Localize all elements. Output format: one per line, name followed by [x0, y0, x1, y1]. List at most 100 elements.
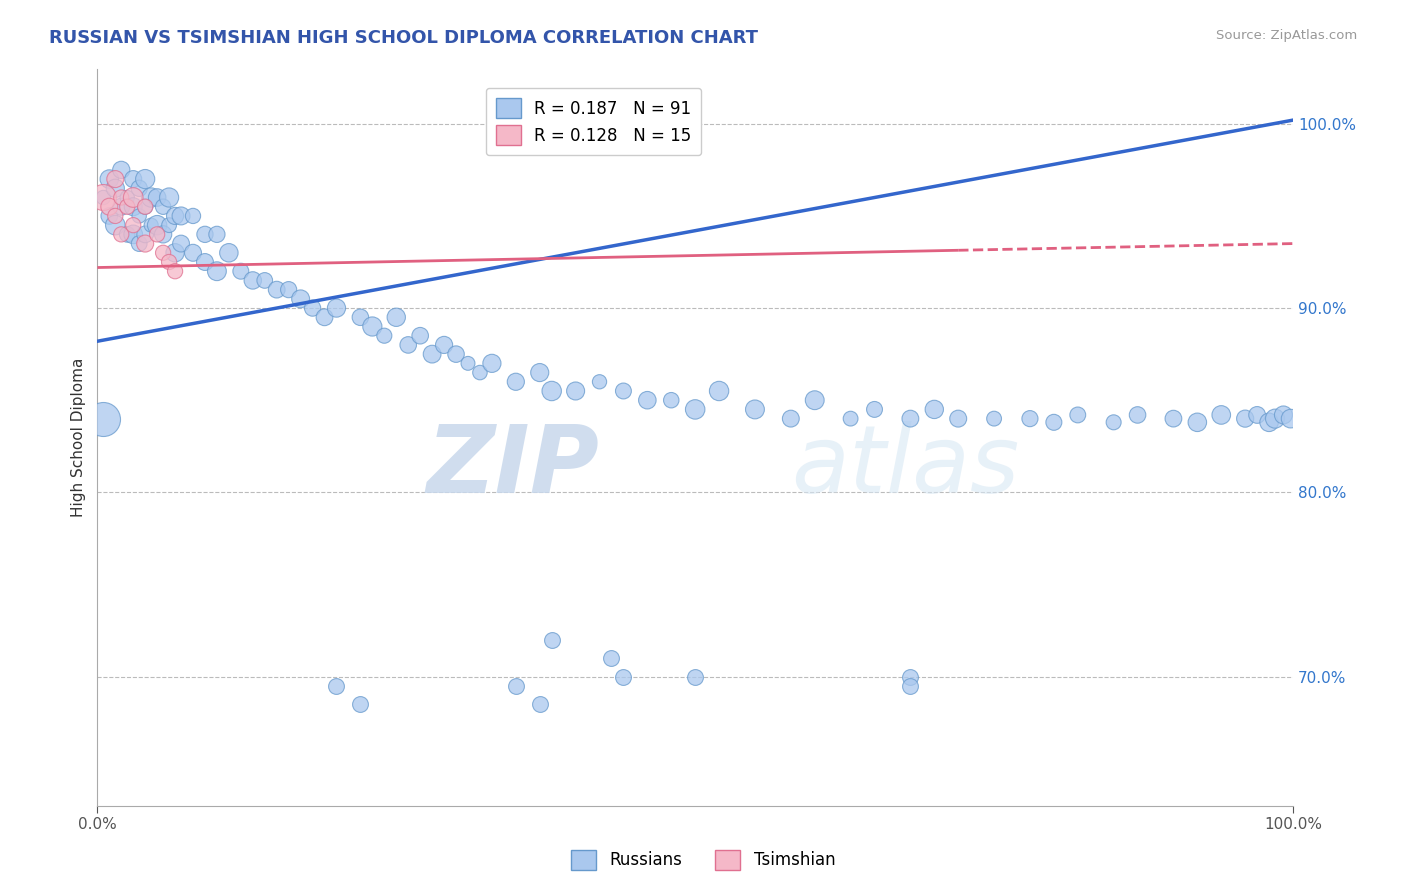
- Point: [110, 162, 132, 177]
- Point: [122, 172, 145, 186]
- Point: [444, 347, 467, 361]
- Point: [1019, 411, 1042, 425]
- Point: [1126, 408, 1149, 422]
- Point: [898, 670, 921, 684]
- Point: [122, 200, 145, 214]
- Point: [325, 301, 347, 315]
- Point: [277, 283, 299, 297]
- Point: [529, 698, 551, 712]
- Point: [141, 218, 163, 232]
- Point: [134, 200, 156, 214]
- Y-axis label: High School Diploma: High School Diploma: [72, 358, 86, 516]
- Point: [457, 356, 479, 370]
- Point: [468, 366, 491, 380]
- Point: [165, 209, 187, 223]
- Point: [134, 172, 156, 186]
- Point: [779, 411, 801, 425]
- Point: [146, 218, 169, 232]
- Point: [314, 310, 336, 325]
- Text: ZIP: ZIP: [426, 420, 599, 513]
- Point: [803, 393, 825, 408]
- Point: [1272, 408, 1295, 422]
- Point: [165, 264, 187, 278]
- Legend: Russians, Tsimshian: Russians, Tsimshian: [564, 843, 842, 877]
- Point: [361, 319, 384, 334]
- Point: [115, 190, 138, 204]
- Point: [242, 273, 264, 287]
- Point: [1211, 408, 1233, 422]
- Point: [1234, 411, 1257, 425]
- Point: [218, 245, 240, 260]
- Point: [146, 227, 169, 242]
- Point: [1264, 411, 1286, 425]
- Point: [898, 679, 921, 693]
- Point: [134, 227, 156, 242]
- Point: [170, 236, 193, 251]
- Point: [181, 209, 204, 223]
- Point: [194, 227, 217, 242]
- Point: [540, 632, 562, 647]
- Point: [157, 190, 180, 204]
- Point: [600, 651, 623, 665]
- Point: [529, 366, 551, 380]
- Point: [115, 227, 138, 242]
- Point: [104, 172, 127, 186]
- Point: [924, 402, 946, 417]
- Point: [1102, 415, 1125, 429]
- Point: [505, 375, 527, 389]
- Point: [1279, 411, 1302, 425]
- Point: [433, 338, 456, 352]
- Point: [122, 190, 145, 204]
- Point: [229, 264, 252, 278]
- Point: [1067, 408, 1090, 422]
- Point: [128, 236, 150, 251]
- Point: [128, 181, 150, 195]
- Point: [253, 273, 276, 287]
- Point: [1163, 411, 1185, 425]
- Point: [134, 236, 156, 251]
- Text: atlas: atlas: [790, 421, 1019, 512]
- Point: [122, 227, 145, 242]
- Point: [157, 218, 180, 232]
- Point: [744, 402, 766, 417]
- Point: [396, 338, 419, 352]
- Point: [98, 200, 121, 214]
- Point: [194, 255, 217, 269]
- Point: [505, 679, 527, 693]
- Point: [683, 670, 706, 684]
- Point: [122, 218, 145, 232]
- Point: [1246, 408, 1268, 422]
- Point: [349, 698, 371, 712]
- Point: [373, 328, 395, 343]
- Point: [141, 190, 163, 204]
- Point: [612, 670, 634, 684]
- Point: [301, 301, 323, 315]
- Point: [205, 227, 228, 242]
- Point: [683, 402, 706, 417]
- Point: [157, 255, 180, 269]
- Point: [1043, 415, 1066, 429]
- Point: [146, 190, 169, 204]
- Point: [290, 292, 312, 306]
- Point: [91, 190, 114, 204]
- Point: [104, 209, 127, 223]
- Text: Source: ZipAtlas.com: Source: ZipAtlas.com: [1216, 29, 1357, 42]
- Point: [385, 310, 408, 325]
- Point: [349, 310, 371, 325]
- Point: [481, 356, 503, 370]
- Point: [91, 190, 114, 204]
- Legend: R = 0.187   N = 91, R = 0.128   N = 15: R = 0.187 N = 91, R = 0.128 N = 15: [485, 88, 702, 155]
- Point: [152, 227, 174, 242]
- Point: [540, 384, 562, 398]
- Point: [170, 209, 193, 223]
- Point: [134, 200, 156, 214]
- Point: [409, 328, 432, 343]
- Point: [863, 402, 886, 417]
- Point: [612, 384, 634, 398]
- Point: [636, 393, 658, 408]
- Point: [181, 245, 204, 260]
- Point: [707, 384, 730, 398]
- Point: [152, 200, 174, 214]
- Point: [165, 245, 187, 260]
- Point: [839, 411, 862, 425]
